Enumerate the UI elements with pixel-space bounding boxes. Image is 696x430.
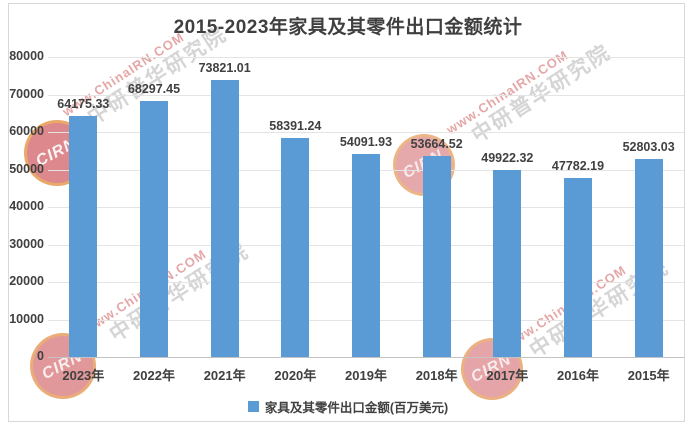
y-axis-label: 20000 bbox=[9, 274, 44, 288]
y-axis-label: 70000 bbox=[9, 86, 44, 101]
bar-value-label: 73821.01 bbox=[198, 61, 251, 76]
bar-value-label: 58391.24 bbox=[269, 119, 322, 134]
bar-value-label: 53664.52 bbox=[410, 136, 463, 151]
chart-title: 2015-2023年家具及其零件出口金额统计 bbox=[173, 17, 523, 38]
y-axis-label: 10000 bbox=[9, 311, 44, 326]
bar-value-label: 68297.45 bbox=[127, 81, 181, 96]
bar bbox=[493, 169, 522, 357]
gridline bbox=[48, 57, 684, 58]
x-axis-line bbox=[48, 357, 684, 358]
x-axis-label: 2020年 bbox=[274, 368, 317, 383]
bar bbox=[69, 116, 98, 357]
x-axis-label: 2022年 bbox=[133, 368, 175, 383]
bar bbox=[564, 177, 592, 357]
bar bbox=[422, 155, 451, 357]
bar-value-label: 52803.03 bbox=[622, 139, 675, 154]
legend-swatch bbox=[247, 400, 259, 412]
y-axis-label: 80000 bbox=[9, 49, 44, 63]
bar bbox=[210, 80, 239, 357]
y-axis-label: 30000 bbox=[9, 236, 44, 251]
x-axis-label: 2019年 bbox=[345, 368, 387, 383]
bar-value-label: 54091.93 bbox=[339, 135, 393, 150]
x-axis-label: 2023年 bbox=[62, 368, 105, 383]
cirn-logo-icon: CIRN bbox=[461, 338, 523, 400]
x-axis-label: 2021年 bbox=[203, 368, 246, 383]
x-axis-label: 2016年 bbox=[557, 368, 599, 383]
x-axis-label: 2018年 bbox=[415, 368, 458, 383]
legend-label: 家具及其零件出口金额(百万美元) bbox=[264, 400, 449, 415]
bar bbox=[140, 100, 168, 357]
bar bbox=[352, 154, 380, 357]
x-axis-label: 2015年 bbox=[627, 368, 670, 383]
y-axis-label: 50000 bbox=[9, 161, 44, 176]
y-axis-label: 40000 bbox=[9, 199, 44, 213]
legend: 家具及其零件出口金额(百万美元) bbox=[0, 397, 696, 415]
bar-value-label: 47782.19 bbox=[551, 158, 605, 173]
bar-value-label: 49922.32 bbox=[481, 150, 534, 165]
bar bbox=[634, 158, 663, 357]
bar-value-label: 64175.33 bbox=[57, 97, 110, 112]
y-axis-label: 0 bbox=[37, 349, 44, 363]
bar bbox=[281, 138, 310, 357]
chart-frame bbox=[8, 3, 685, 422]
y-axis-label: 60000 bbox=[9, 124, 44, 138]
gridline bbox=[48, 132, 684, 133]
gridline bbox=[48, 94, 684, 96]
x-axis-label: 2017年 bbox=[486, 368, 529, 383]
